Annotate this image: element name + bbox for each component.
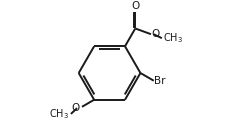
Text: O: O <box>131 1 140 11</box>
Text: CH$_3$: CH$_3$ <box>49 107 69 121</box>
Text: Br: Br <box>154 76 166 86</box>
Text: CH$_3$: CH$_3$ <box>162 31 182 45</box>
Text: O: O <box>72 103 80 113</box>
Text: O: O <box>152 29 160 39</box>
